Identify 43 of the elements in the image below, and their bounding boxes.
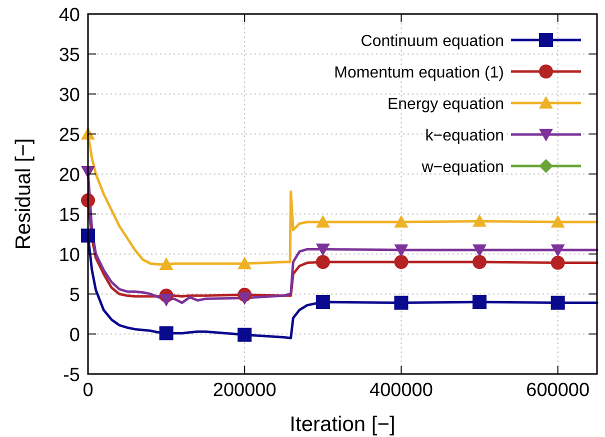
y-tick-label: 10 bbox=[58, 245, 80, 266]
point bbox=[316, 215, 330, 228]
y-axis-title: Residual [−] bbox=[12, 138, 35, 250]
y-tick-label: 30 bbox=[58, 85, 80, 106]
point bbox=[159, 326, 174, 340]
point bbox=[472, 255, 487, 269]
point bbox=[550, 296, 565, 310]
y-tick-label: 35 bbox=[58, 45, 80, 66]
point bbox=[394, 244, 408, 257]
legend-label: Energy equation bbox=[387, 96, 504, 113]
y-tick-label: 40 bbox=[58, 5, 80, 26]
point bbox=[316, 255, 330, 269]
legend-label: w−equation bbox=[420, 159, 504, 176]
point bbox=[238, 328, 252, 342]
y-tick-label: 15 bbox=[58, 205, 80, 226]
point bbox=[394, 215, 408, 228]
point bbox=[238, 256, 252, 270]
point bbox=[159, 294, 174, 307]
y-tick-label: 25 bbox=[58, 125, 80, 146]
x-tick-label: 200000 bbox=[212, 380, 276, 401]
point bbox=[550, 244, 565, 257]
x-axis-title: Iteration [−] bbox=[290, 413, 396, 436]
y-tick-label: 0 bbox=[69, 325, 80, 346]
point bbox=[159, 257, 174, 270]
y-tick-label: -5 bbox=[63, 365, 80, 386]
y-tick-label: 20 bbox=[58, 165, 80, 186]
point bbox=[394, 296, 408, 310]
point bbox=[472, 244, 487, 257]
point bbox=[550, 256, 565, 270]
x-tick-label: 0 bbox=[82, 380, 94, 401]
legend-label: Continuum equation bbox=[360, 33, 504, 50]
point bbox=[316, 295, 330, 309]
point bbox=[316, 244, 330, 256]
point bbox=[472, 295, 487, 309]
legend-label: k−equation bbox=[425, 128, 504, 144]
x-tick-label: 400000 bbox=[370, 380, 433, 401]
point bbox=[394, 255, 408, 269]
y-tick-label: 5 bbox=[69, 285, 80, 306]
x-tick-label: 600000 bbox=[526, 380, 590, 401]
point bbox=[550, 215, 565, 228]
point bbox=[238, 292, 252, 305]
legend-label: Momentum equation (1) bbox=[334, 64, 504, 82]
point bbox=[472, 214, 487, 227]
